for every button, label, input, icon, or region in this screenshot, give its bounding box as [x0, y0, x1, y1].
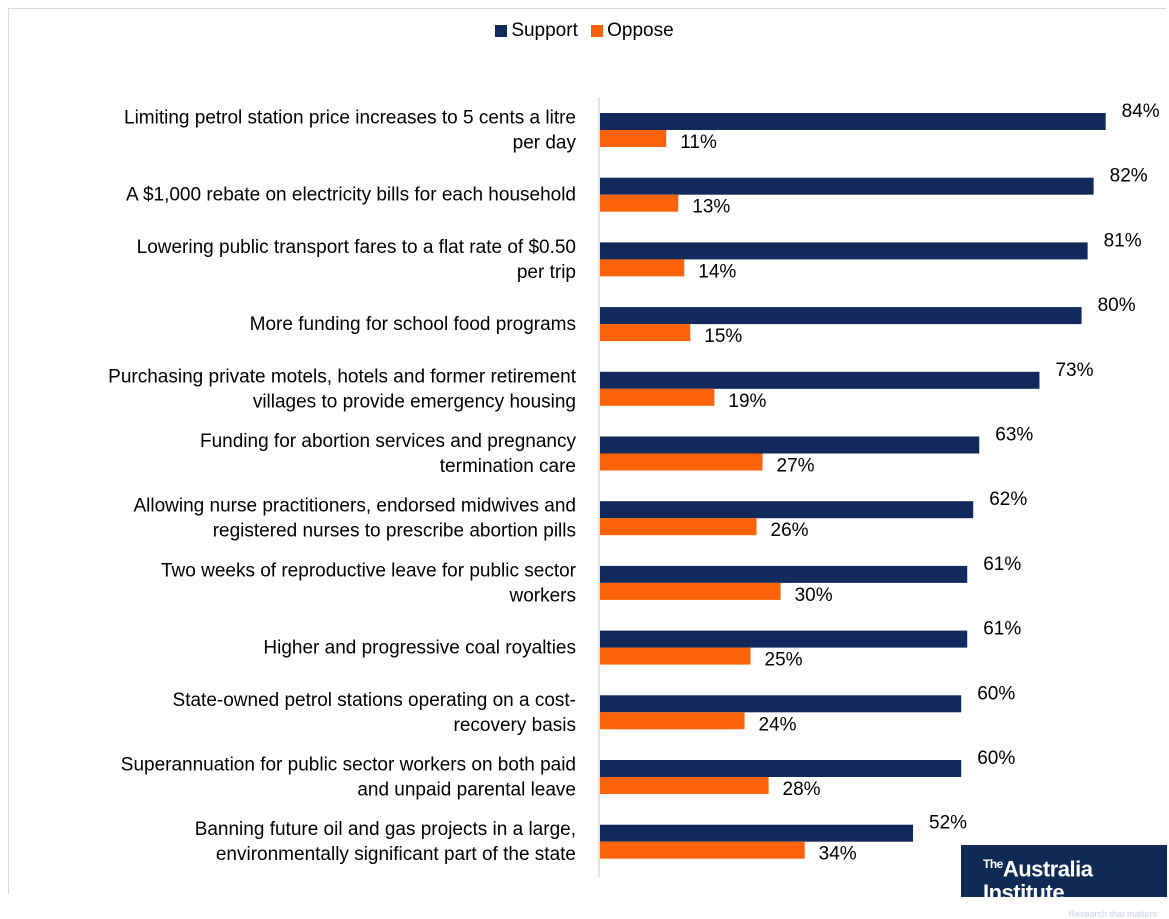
bar-support — [600, 371, 1040, 389]
data-label-oppose: 11% — [680, 132, 717, 153]
category-label: A $1,000 rebate on electricity bills for… — [126, 185, 576, 206]
data-label-oppose: 25% — [765, 650, 803, 671]
bar-support — [600, 177, 1094, 195]
logo-wordmark: TheAustralia Institute — [983, 856, 1093, 906]
category-label: Limiting petrol station price increases … — [124, 108, 576, 154]
data-label-oppose: 24% — [758, 714, 796, 735]
data-label-oppose: 27% — [777, 456, 815, 477]
data-label-oppose: 19% — [728, 391, 766, 412]
category-label: More funding for school food programs — [250, 314, 576, 335]
bar-support — [600, 436, 980, 454]
legend-item-support: Support — [495, 20, 578, 42]
chart-frame — [8, 8, 1166, 894]
legend-item-oppose: Oppose — [591, 20, 674, 42]
data-label-oppose: 28% — [783, 779, 821, 800]
data-label-support: 82% — [1110, 166, 1148, 187]
category-label: Banning future oil and gas projects in a… — [195, 819, 576, 865]
data-label-support: 61% — [983, 619, 1021, 640]
australia-institute-logo: TheAustralia Institute Research that mat… — [961, 845, 1167, 919]
legend-label-support: Support — [511, 20, 578, 41]
data-label-oppose: 26% — [771, 520, 809, 541]
bar-oppose — [600, 324, 691, 342]
bar-chart: Limiting petrol station price increases … — [108, 97, 1160, 877]
bar-oppose — [600, 841, 805, 859]
data-label-support: 80% — [1098, 295, 1136, 316]
bar-support — [600, 630, 968, 648]
bar-oppose — [600, 194, 679, 212]
data-label-oppose: 14% — [698, 261, 736, 282]
bar-support — [600, 501, 974, 519]
bar-support — [600, 565, 968, 583]
legend-swatch-support — [495, 25, 508, 37]
bar-oppose — [600, 647, 751, 665]
legend-swatch-oppose — [591, 25, 604, 37]
category-label: Lowering public transport fares to a fla… — [137, 237, 576, 283]
data-label-support: 81% — [1104, 230, 1142, 251]
data-label-support: 84% — [1122, 101, 1160, 122]
bar-support — [600, 307, 1082, 325]
bar-oppose — [600, 518, 757, 536]
category-label: Higher and progressive coal royalties — [263, 638, 576, 659]
data-label-support: 63% — [995, 425, 1033, 446]
bar-support — [600, 113, 1106, 130]
bar-oppose — [600, 453, 763, 471]
bar-oppose — [600, 712, 745, 730]
data-label-oppose: 30% — [795, 585, 833, 606]
data-label-support: 52% — [929, 813, 967, 834]
data-label-oppose: 13% — [692, 197, 730, 218]
logo-tagline: Research that matters — [1068, 909, 1157, 919]
bar-oppose — [600, 259, 685, 277]
bar-oppose — [600, 582, 781, 600]
data-label-oppose: 15% — [704, 326, 742, 347]
category-label: Superannuation for public sector workers… — [121, 755, 576, 801]
bar-oppose — [600, 130, 667, 147]
bar-support — [600, 760, 962, 777]
data-label-support: 60% — [977, 748, 1015, 769]
legend: Support Oppose — [0, 20, 1169, 43]
data-label-oppose: 34% — [819, 844, 857, 865]
legend-label-oppose: Oppose — [607, 20, 674, 41]
bar-oppose — [600, 388, 715, 406]
category-label: Purchasing private motels, hotels and fo… — [108, 366, 577, 412]
data-label-support: 61% — [983, 554, 1021, 575]
data-label-support: 73% — [1055, 360, 1093, 381]
bar-support — [600, 695, 962, 713]
bar-support — [600, 824, 914, 842]
category-label: Allowing nurse practitioners, endorsed m… — [133, 496, 576, 542]
data-label-support: 62% — [989, 489, 1027, 510]
category-label: Funding for abortion services and pregna… — [200, 431, 577, 477]
data-label-support: 60% — [977, 683, 1015, 704]
category-label: State-owned petrol stations operating on… — [173, 690, 576, 736]
category-label: Two weeks of reproductive leave for publ… — [161, 560, 577, 606]
bar-oppose — [600, 777, 769, 794]
bar-support — [600, 242, 1088, 260]
